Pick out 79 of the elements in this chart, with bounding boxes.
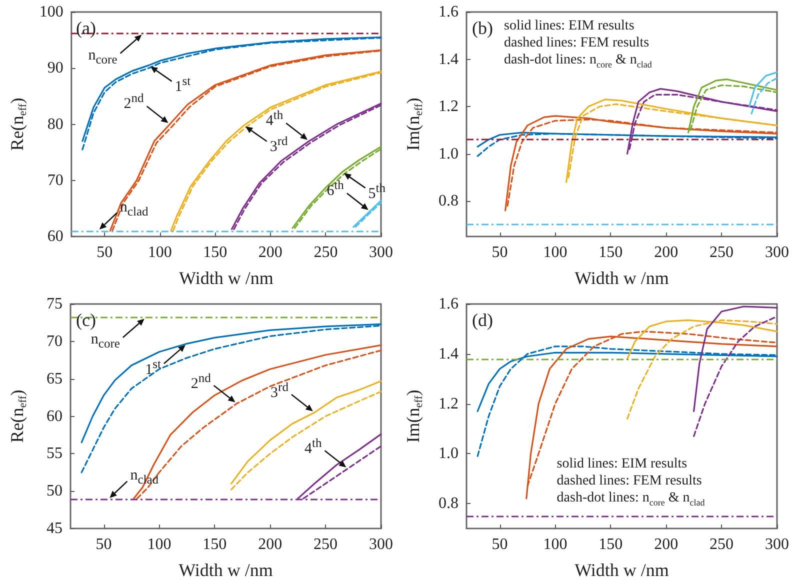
- y-tick-label: 1.6: [438, 296, 458, 312]
- y-tick-label: 1.4: [438, 345, 458, 362]
- annotation: 1$^{st}$: [174, 74, 191, 96]
- x-tick-label: 100: [543, 536, 568, 553]
- y-tick-label: 1.2: [438, 98, 458, 116]
- annotation: solid lines: EIM results: [504, 18, 634, 34]
- y-tick-label: 70: [46, 332, 62, 350]
- x-axis-title: Width w /nm: [178, 560, 273, 580]
- x-tick-label: 300: [369, 244, 393, 261]
- x-axis-title: Width w /nm: [179, 268, 274, 288]
- x-tick-label: 250: [710, 244, 734, 261]
- line-series: [693, 316, 778, 438]
- x-tick-label: 200: [258, 244, 282, 261]
- x-tick-label: 200: [654, 244, 678, 261]
- y-tick-label: 80: [47, 116, 64, 133]
- annotation: 6$^{th}$: [326, 178, 344, 200]
- x-tick-label: 150: [202, 536, 227, 553]
- line-series: [750, 77, 778, 114]
- x-tick-label: 300: [765, 536, 789, 553]
- annotation: dashed lines: FEM results: [504, 36, 650, 50]
- y-tick-label: 0.8: [438, 495, 458, 512]
- x-tick-label: 100: [147, 536, 172, 553]
- annotation: 4$^{th}$: [304, 436, 322, 457]
- y-tick-label: 70: [47, 172, 64, 189]
- line-series: [626, 319, 778, 420]
- y-tick-label: 100: [39, 4, 64, 20]
- y-tick-label: 60: [46, 408, 62, 425]
- x-tick-label: 50: [492, 536, 508, 553]
- y-tick-label: 1.0: [438, 445, 458, 462]
- x-tick-label: 250: [710, 536, 734, 553]
- x-tick-label: 200: [258, 536, 282, 553]
- x-tick-label: 150: [203, 244, 228, 261]
- x-tick-label: 50: [492, 244, 508, 261]
- annotation: 2$^{nd}$: [124, 91, 144, 112]
- x-axis-title: Width w /nm: [574, 560, 669, 580]
- y-tick-label: 55: [46, 445, 62, 462]
- y-axis-title: Im(neff): [403, 98, 425, 151]
- line-series: [693, 306, 778, 412]
- annotation: solid lines: EIM results: [556, 456, 688, 472]
- x-tick-label: 100: [148, 244, 172, 261]
- x-tick-label: 50: [96, 244, 113, 261]
- y-tick-label: 45: [46, 520, 62, 537]
- chart-title: (d): [472, 310, 493, 330]
- annotation: 1$^{st}$: [145, 356, 161, 378]
- line-series: [748, 71, 778, 108]
- x-tick-label: 150: [598, 244, 623, 261]
- x-tick-label: 200: [654, 536, 678, 553]
- annotation: 3$^{rd}$: [270, 380, 288, 400]
- chart-title: (b): [472, 18, 493, 38]
- y-tick-label: 50: [46, 482, 62, 500]
- annotation: 4$^{th}$: [266, 108, 284, 130]
- annotation: n$_{core}$: [88, 48, 118, 67]
- y-tick-label: 0.8: [438, 192, 458, 210]
- annotation: 2$^{nd}$: [190, 370, 211, 392]
- y-tick-label: 1.6: [438, 4, 458, 20]
- y-tick-label: 60: [47, 228, 64, 245]
- chart-title: (a): [76, 18, 96, 38]
- x-tick-label: 300: [765, 244, 789, 261]
- annotation: n$_{clad}$: [120, 199, 148, 218]
- y-tick-label: 90: [47, 60, 64, 77]
- y-axis-title: Re(neff): [7, 390, 29, 443]
- x-tick-label: 250: [314, 244, 338, 261]
- x-tick-label: 300: [369, 536, 393, 553]
- annotation: n$_{core}$: [90, 332, 120, 351]
- x-axis-title: Width w /nm: [574, 268, 669, 288]
- y-axis-title: Re(neff): [7, 98, 29, 151]
- y-axis-title: Im(neff): [403, 390, 425, 443]
- x-tick-label: 150: [598, 536, 623, 553]
- y-tick-label: 75: [46, 296, 62, 312]
- y-tick-label: 1.4: [438, 50, 458, 68]
- x-tick-label: 100: [543, 244, 568, 261]
- x-tick-label: 250: [314, 536, 338, 553]
- annotation: 3$^{rd}$: [270, 134, 288, 156]
- y-tick-label: 1.0: [438, 145, 458, 162]
- x-tick-label: 50: [96, 536, 112, 553]
- chart-title: (c): [76, 310, 96, 330]
- y-tick-label: 65: [46, 370, 62, 388]
- annotation: dashed lines: FEM results: [556, 474, 702, 488]
- y-tick-label: 1.2: [438, 395, 458, 412]
